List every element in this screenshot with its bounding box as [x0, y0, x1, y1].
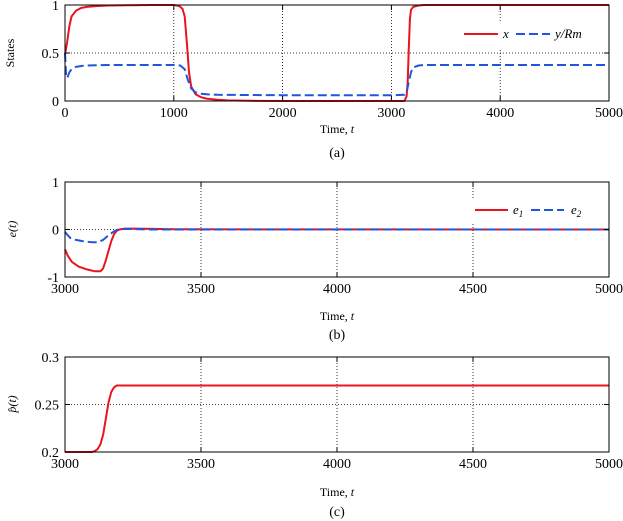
- panel-a-xtick-label: 5000: [595, 106, 623, 121]
- panel-b-xtick-label: 5000: [595, 282, 623, 297]
- legend-label-e1-base: e: [513, 202, 519, 217]
- panel-c-xtick-label: 3000: [51, 457, 79, 472]
- panel-a-ylabel: States: [3, 38, 17, 67]
- panel-c-xtick-label: 3500: [187, 457, 215, 472]
- panel-b-xlabel-var: t: [351, 309, 355, 323]
- series-line-e1: [64, 227, 610, 273]
- panel-b-xtick-label: 4500: [459, 282, 487, 297]
- panel-c-ylabel: p̂(t): [5, 395, 19, 413]
- panel-b-xtick-label: 4000: [323, 282, 351, 297]
- panel-a-series: [64, 4, 609, 102]
- panel-b: 3000 3500 4000 4500 5000 -1 0 1 Time, t e(t) (…: [5, 176, 623, 343]
- panel-b-xtick-labels: 3000 3500 4000 4500 5000: [51, 282, 623, 297]
- panel-a-grid: [65, 5, 609, 101]
- legend-label-e1: e1: [513, 202, 523, 219]
- panel-b-series: [64, 227, 610, 273]
- panel-a-xtick-label: 4000: [486, 106, 514, 121]
- series-line-p-hat: [65, 384, 609, 453]
- panel-b-ytick-label: 0: [52, 224, 59, 239]
- panel-c-grid: [65, 357, 609, 452]
- panel-b-xlabel: Time, t: [320, 309, 355, 323]
- panel-c-ytick-label: 0.2: [42, 446, 60, 461]
- panel-c: 3000 3500 4000 4500 5000 0.20.250.3 Time, t …: [5, 351, 623, 520]
- panel-a: 0 1000 2000 3000 4000 5000 00.51 Time, t Stat…: [3, 0, 623, 161]
- panel-a-xtick-labels: 0 1000 2000 3000 4000 5000: [62, 106, 623, 121]
- panel-c-xlabel: Time, t: [320, 485, 355, 499]
- panel-b-legend: e1 e2: [470, 200, 606, 224]
- panel-b-caption: (b): [329, 328, 346, 343]
- panel-b-xtick-label: 3500: [187, 282, 215, 297]
- panel-c-ytick-labels: 0.2 0.25 0.3: [35, 351, 60, 461]
- panel-b-xlabel-text: Time,: [320, 309, 348, 323]
- legend-label-e2-base: e: [571, 202, 577, 217]
- panel-c-ticks: [64, 356, 610, 453]
- panel-b-xtick-label: 3000: [51, 282, 79, 297]
- legend-label-y-rm: y/Rm: [553, 26, 582, 41]
- panel-a-legend: x y/Rm: [458, 22, 600, 50]
- panel-c-xlabel-var: t: [351, 485, 355, 499]
- panel-c-xtick-label: 4500: [459, 457, 487, 472]
- panel-c-series: [65, 384, 609, 453]
- panel-c-xtick-label: 5000: [595, 457, 623, 472]
- panel-c-ytick-label: 0.25: [35, 399, 60, 414]
- panel-b-ytick-labels: -1 0 1: [47, 176, 59, 286]
- panel-b-ytick-label: 1: [52, 176, 59, 191]
- panel-b-ticks: [64, 181, 610, 278]
- legend-label-e1-sub: 1: [519, 209, 524, 219]
- series-line-x: [64, 4, 609, 102]
- legend-label-e2: e2: [571, 202, 582, 219]
- panel-a-ytick-label: 1: [52, 0, 59, 14]
- panel-c-ytick-label: 0.3: [42, 351, 60, 366]
- panel-a-xtick-label: 2000: [269, 106, 297, 121]
- legend-label-x: x: [502, 26, 509, 41]
- panel-a-xtick-label: 1000: [160, 106, 188, 121]
- panel-c-caption: (c): [329, 505, 345, 520]
- panel-c-xlabel-text: Time,: [320, 485, 348, 499]
- panel-b-ylabel: e(t): [5, 221, 19, 238]
- panel-b-ytick-label: -1: [47, 271, 59, 286]
- panel-a-ytick-label: 0.5: [42, 47, 60, 62]
- panel-c-xtick-labels: 3000 3500 4000 4500 5000: [51, 457, 623, 472]
- panel-a-xtick-label: 3000: [377, 106, 405, 121]
- series-line-y-rm: [64, 52, 609, 97]
- panel-a-caption: (a): [329, 146, 345, 161]
- panel-a-xtick-label: 0: [62, 106, 69, 121]
- series-line-e2: [64, 228, 609, 244]
- panel-a-ytick-labels: 00.51: [42, 0, 60, 110]
- panel-a-ticks: [64, 4, 610, 102]
- panel-a-legend-box: [458, 22, 600, 50]
- panel-b-legend-box: [470, 200, 606, 224]
- panel-c-xtick-label: 4000: [323, 457, 351, 472]
- panel-a-ytick-label: 0: [52, 95, 59, 110]
- legend-label-e2-sub: 2: [577, 209, 582, 219]
- panel-a-xlabel: Time, t: [320, 122, 355, 136]
- panel-a-xlabel-text: Time,: [320, 122, 348, 136]
- panel-a-xlabel-var: t: [351, 122, 355, 136]
